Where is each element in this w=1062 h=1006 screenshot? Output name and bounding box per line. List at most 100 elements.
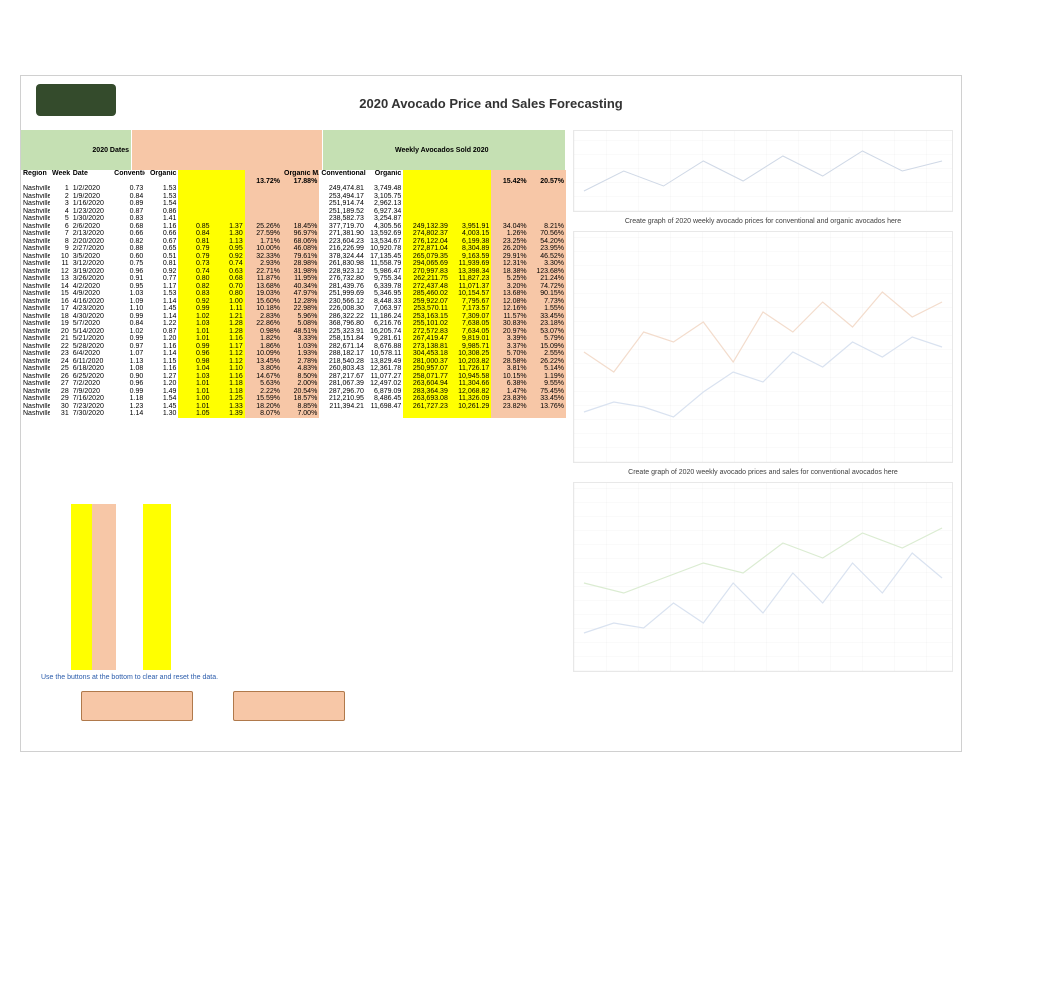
cell[interactable]: 11.87% [245, 275, 282, 283]
cell[interactable] [212, 185, 245, 193]
cell[interactable]: 4/9/2020 [71, 290, 112, 298]
cell[interactable]: 6,339.78 [366, 283, 403, 291]
table-row[interactable]: Nashville215/21/20200.991.201.011.161.82… [21, 335, 566, 343]
cell[interactable]: 271,381.90 [319, 230, 366, 238]
cell[interactable]: 1.86% [245, 343, 282, 351]
table-row[interactable]: Nashville31/16/20200.891.54251,914.742,9… [21, 200, 566, 208]
hdr-week[interactable]: Week # [50, 170, 71, 178]
cell[interactable]: 0.66 [145, 230, 178, 238]
cell[interactable]: 8,448.33 [366, 298, 403, 306]
table-row[interactable]: Nashville287/9/20200.991.491.011.182.22%… [21, 388, 566, 396]
cell[interactable]: 1.47% [491, 388, 528, 396]
cell[interactable]: 1.45 [145, 305, 178, 313]
cell[interactable]: 1.01 [178, 380, 211, 388]
cell[interactable]: 4.83% [282, 365, 319, 373]
cell[interactable]: 0.73 [178, 260, 211, 268]
cell[interactable]: 0.67 [145, 238, 178, 246]
cell[interactable]: 13,398.34 [450, 268, 491, 276]
cell[interactable]: 1/16/2020 [71, 200, 112, 208]
cell[interactable]: 10,203.82 [450, 358, 491, 366]
cell[interactable]: 1.09 [112, 298, 145, 306]
cell[interactable]: 13.68% [245, 283, 282, 291]
cell[interactable]: 5.08% [282, 320, 319, 328]
cell[interactable] [529, 208, 566, 216]
cell[interactable]: 6/11/2020 [71, 358, 112, 366]
cell[interactable]: 10,261.29 [450, 403, 491, 411]
cell[interactable]: 26 [50, 373, 71, 381]
cell[interactable] [450, 185, 491, 193]
reset-button[interactable] [233, 691, 345, 721]
cell[interactable]: Nashville [21, 208, 50, 216]
cell[interactable]: 21.24% [529, 275, 566, 283]
cell[interactable]: Nashville [21, 343, 50, 351]
cell[interactable]: 10,154.57 [450, 290, 491, 298]
cell[interactable]: 12.28% [282, 298, 319, 306]
cell[interactable]: 1.14 [145, 350, 178, 358]
cell[interactable] [529, 185, 566, 193]
cell[interactable] [178, 193, 211, 201]
cell[interactable]: 1.01 [178, 328, 211, 336]
cell[interactable]: 3.81% [491, 365, 528, 373]
cell[interactable]: 6 [50, 223, 71, 231]
cell[interactable]: 0.99 [112, 335, 145, 343]
cell[interactable]: 267,419.47 [403, 335, 450, 343]
cell[interactable]: 1.14 [145, 298, 178, 306]
cell[interactable]: Nashville [21, 223, 50, 231]
sum-mape-o[interactable]: 17.88% [282, 178, 319, 186]
chart-prices-main[interactable] [573, 231, 953, 463]
hdr-sm-c[interactable] [491, 170, 528, 178]
cell[interactable]: 1.01 [178, 335, 211, 343]
table-row[interactable]: Nashville164/16/20201.091.140.921.0015.6… [21, 298, 566, 306]
cell[interactable]: 11,827.23 [450, 275, 491, 283]
cell[interactable]: 4,003.15 [450, 230, 491, 238]
cell[interactable] [212, 208, 245, 216]
cell[interactable]: 28.98% [282, 260, 319, 268]
cell[interactable]: 0.80 [212, 290, 245, 298]
cell[interactable]: 11,186.24 [366, 313, 403, 321]
cell[interactable]: 1.53 [145, 185, 178, 193]
cell[interactable]: 1.16 [212, 373, 245, 381]
cell[interactable]: 265,079.35 [403, 253, 450, 261]
cell[interactable]: 27.59% [245, 230, 282, 238]
cell[interactable]: 0.87 [112, 208, 145, 216]
cell[interactable]: 294,065.69 [403, 260, 450, 268]
cell[interactable]: 4/2/2020 [71, 283, 112, 291]
cell[interactable]: 3,951.91 [450, 223, 491, 231]
cell[interactable]: 25 [50, 365, 71, 373]
cell[interactable]: 7,173.57 [450, 305, 491, 313]
cell[interactable]: 253,570.11 [403, 305, 450, 313]
cell[interactable]: 1.12 [212, 350, 245, 358]
cell[interactable]: 1.14 [145, 313, 178, 321]
cell[interactable]: 20 [50, 328, 71, 336]
cell[interactable]: 287,217.67 [319, 373, 366, 381]
cell[interactable]: 11,558.79 [366, 260, 403, 268]
cell[interactable]: 0.96 [178, 350, 211, 358]
cell[interactable]: 1.49 [145, 388, 178, 396]
cell[interactable]: 0.82 [178, 283, 211, 291]
cell[interactable]: 21 [50, 335, 71, 343]
cell[interactable] [282, 215, 319, 223]
cell[interactable]: 7/16/2020 [71, 395, 112, 403]
table-row[interactable]: Nashville174/23/20201.101.450.991.1110.1… [21, 305, 566, 313]
cell[interactable]: Nashville [21, 305, 50, 313]
cell[interactable]: Nashville [21, 335, 50, 343]
cell[interactable] [529, 200, 566, 208]
cell[interactable]: 3.33% [282, 335, 319, 343]
cell[interactable]: 4/30/2020 [71, 313, 112, 321]
cell[interactable]: 5.63% [245, 380, 282, 388]
cell[interactable]: 16,205.74 [366, 328, 403, 336]
cell[interactable]: 11,071.37 [450, 283, 491, 291]
cell[interactable]: 253,494.17 [319, 193, 366, 201]
cell[interactable]: 249,474.81 [319, 185, 366, 193]
cell[interactable]: Nashville [21, 395, 50, 403]
cell[interactable]: 270,997.83 [403, 268, 450, 276]
cell[interactable]: 8.07% [245, 410, 282, 418]
cell[interactable]: 23 [50, 350, 71, 358]
cell[interactable]: 34.04% [491, 223, 528, 231]
cell[interactable]: 281,067.39 [319, 380, 366, 388]
cell[interactable]: 0.98 [178, 358, 211, 366]
table-row[interactable]: Nashville133/26/20200.910.770.800.6811.8… [21, 275, 566, 283]
table-row[interactable]: Nashville51/30/20200.831.41238,582.733,2… [21, 215, 566, 223]
cell[interactable]: 68.06% [282, 238, 319, 246]
cell[interactable] [529, 215, 566, 223]
